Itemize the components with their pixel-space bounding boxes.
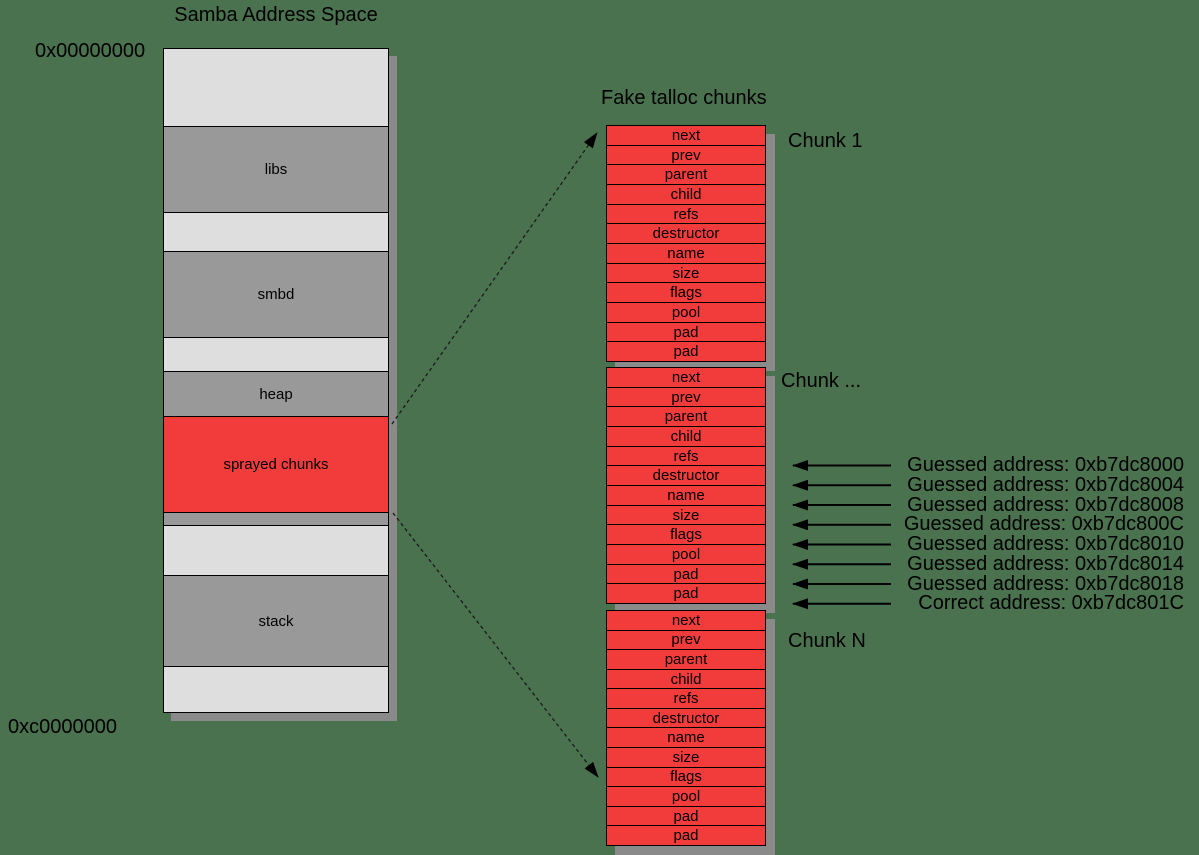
chunk-field-next: next — [607, 126, 765, 145]
chunk-field-next: next — [607, 611, 765, 630]
chunk-n-label: Chunk N — [788, 630, 866, 652]
spray-to-chunk1-arrow — [391, 132, 598, 425]
guessed-address-annotation: Guessed address: 0xb7dc8004 — [907, 473, 1184, 496]
segment-label: stack — [258, 612, 294, 630]
talloc-chunk-middle: next prev parent child refs destructor name siz… — [606, 367, 766, 604]
guessed-address-annotation: Guessed address: 0xb7dc8014 — [907, 552, 1184, 575]
chunk-field-prev: prev — [607, 144, 765, 165]
chunk-field-flags: flags — [607, 282, 765, 303]
memory-segment-free-1 — [164, 49, 388, 126]
guessed-address-annotation: Guessed address: 0xb7dc8000 — [907, 454, 1184, 476]
chunk-field-size: size — [607, 262, 765, 283]
chunk-field-parent: parent — [607, 649, 765, 669]
memory-segment-smbd: smbd — [164, 251, 388, 337]
chunk-field-prev: prev — [607, 629, 765, 650]
address-pointer-arrows — [792, 460, 891, 610]
fake-talloc-chunks-title: Fake talloc chunks — [601, 87, 767, 109]
chunk-field-child: child — [607, 668, 765, 689]
memory-segment-free-3 — [164, 337, 388, 371]
chunk-middle-label: Chunk ... — [781, 370, 862, 392]
chunk-field-refs: refs — [607, 688, 765, 708]
memory-segment-thin-gray — [164, 512, 388, 525]
talloc-chunk-n: next prev parent child refs destructor name siz… — [606, 610, 766, 846]
memory-segment-heap: heap — [164, 371, 388, 416]
chunk-field-flags: flags — [607, 524, 765, 545]
chunk-field-pool: pool — [607, 302, 765, 322]
chunk-field-pad: pad — [607, 563, 765, 584]
segment-label: smbd — [257, 286, 295, 303]
spray-to-chunkN-arrow — [392, 512, 599, 778]
correct-address-annotation: Correct address: 0xb7dc801C — [918, 592, 1184, 615]
chunk-field-size: size — [607, 504, 765, 525]
address-space-title: Samba Address Space — [174, 4, 378, 26]
guessed-address-annotation: Guessed address: 0xb7dc8008 — [907, 493, 1184, 516]
chunk-field-destructor: destructor — [607, 223, 765, 244]
segment-label: libs — [264, 161, 288, 178]
chunk-field-pool: pool — [607, 786, 765, 806]
chunk-field-destructor: destructor — [607, 465, 765, 486]
guessed-address-annotation: Guessed address: 0xb7dc8010 — [907, 533, 1184, 555]
chunk-field-flags: flags — [607, 766, 765, 787]
chunk-field-name: name — [607, 243, 765, 263]
chunk-field-destructor: destructor — [607, 707, 765, 728]
memory-segment-stack: stack — [164, 575, 388, 666]
start-address-label: 0x00000000 — [35, 40, 146, 62]
segment-label: heap — [259, 385, 293, 403]
chunk-field-pad: pad — [607, 805, 765, 826]
chunk-field-refs: refs — [607, 203, 765, 224]
chunk-field-next: next — [607, 368, 765, 387]
samba-address-space-column: libs smbd heap sprayed chunks stack — [163, 48, 389, 713]
chunk-field-pool: pool — [607, 544, 765, 564]
segment-label: sprayed chunks — [223, 456, 329, 473]
talloc-chunk-1: next prev parent child refs destructor name siz… — [606, 125, 766, 362]
memory-segment-free-2 — [164, 212, 388, 251]
guessed-address-annotation: Guessed address: 0xb7dc800C — [903, 513, 1184, 536]
chunk-field-child: child — [607, 184, 765, 204]
chunk-field-size: size — [607, 747, 765, 767]
chunk-field-child: child — [607, 426, 765, 446]
memory-segment-sprayed-chunks: sprayed chunks — [164, 416, 388, 512]
chunk-field-prev: prev — [607, 386, 765, 407]
chunk-field-refs: refs — [607, 445, 765, 466]
memory-segment-free-4 — [164, 525, 388, 575]
chunk-field-name: name — [607, 485, 765, 505]
chunk-field-pad: pad — [607, 341, 765, 362]
chunk-field-pad: pad — [607, 321, 765, 342]
memory-segment-libs: libs — [164, 126, 388, 212]
chunk-field-parent: parent — [607, 164, 765, 185]
guessed-address-annotation: Guessed address: 0xb7dc8018 — [907, 572, 1184, 595]
end-address-label: 0xc0000000 — [8, 716, 117, 738]
chunk-field-pad: pad — [607, 583, 765, 604]
memory-segment-free-5 — [164, 666, 388, 712]
chunk-field-pad: pad — [607, 825, 765, 845]
chunk-1-label: Chunk 1 — [788, 130, 863, 152]
chunk-field-name: name — [607, 727, 765, 748]
chunk-field-parent: parent — [607, 406, 765, 427]
